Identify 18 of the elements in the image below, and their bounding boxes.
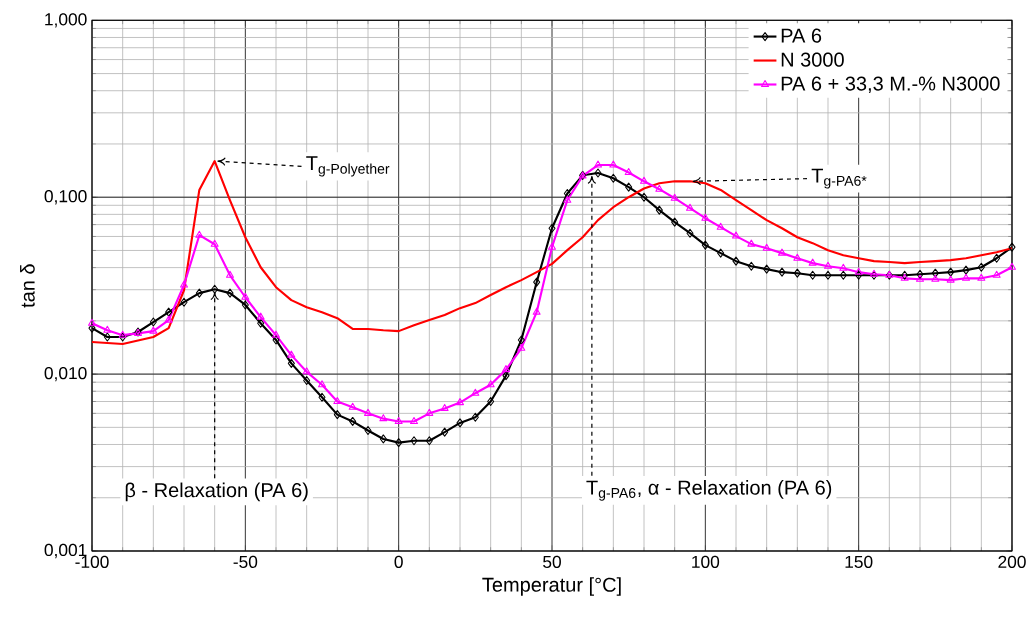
x-tick-label: 150 [845,555,873,568]
annotation: $\text{T}_{\text{g-PA6*}}$ [811,168,867,189]
y-tick-label: 1,000 [45,13,87,28]
y-tick-label: 0,010 [44,366,87,382]
y-tick-label: 0,100 [44,190,87,205]
annotation: $\text{T}_{\text{g-Polyether}}$ [306,156,390,177]
legend-label: N 3000 [781,52,844,67]
annotation: $\text{β - Relaxation (PA 6)}$ [125,482,308,502]
y-axis-title: tan δ [20,264,35,308]
legend-label: PA 6 + 33,3 M.-% N3000 [781,76,1000,94]
annotation: $\text{T}_{\text{g-PA6}}\text{, α - Relaxation (PA 6)}$ [586,480,832,501]
x-tick-label: -50 [233,555,258,568]
legend-label: PA 6 [781,28,822,43]
x-axis-title: Temperatur [°C] [482,577,621,596]
x-tick-label: 200 [998,555,1026,568]
x-tick-label: 50 [543,555,561,568]
x-tick-label: 100 [692,555,720,568]
x-tick-label: 0 [394,555,403,568]
